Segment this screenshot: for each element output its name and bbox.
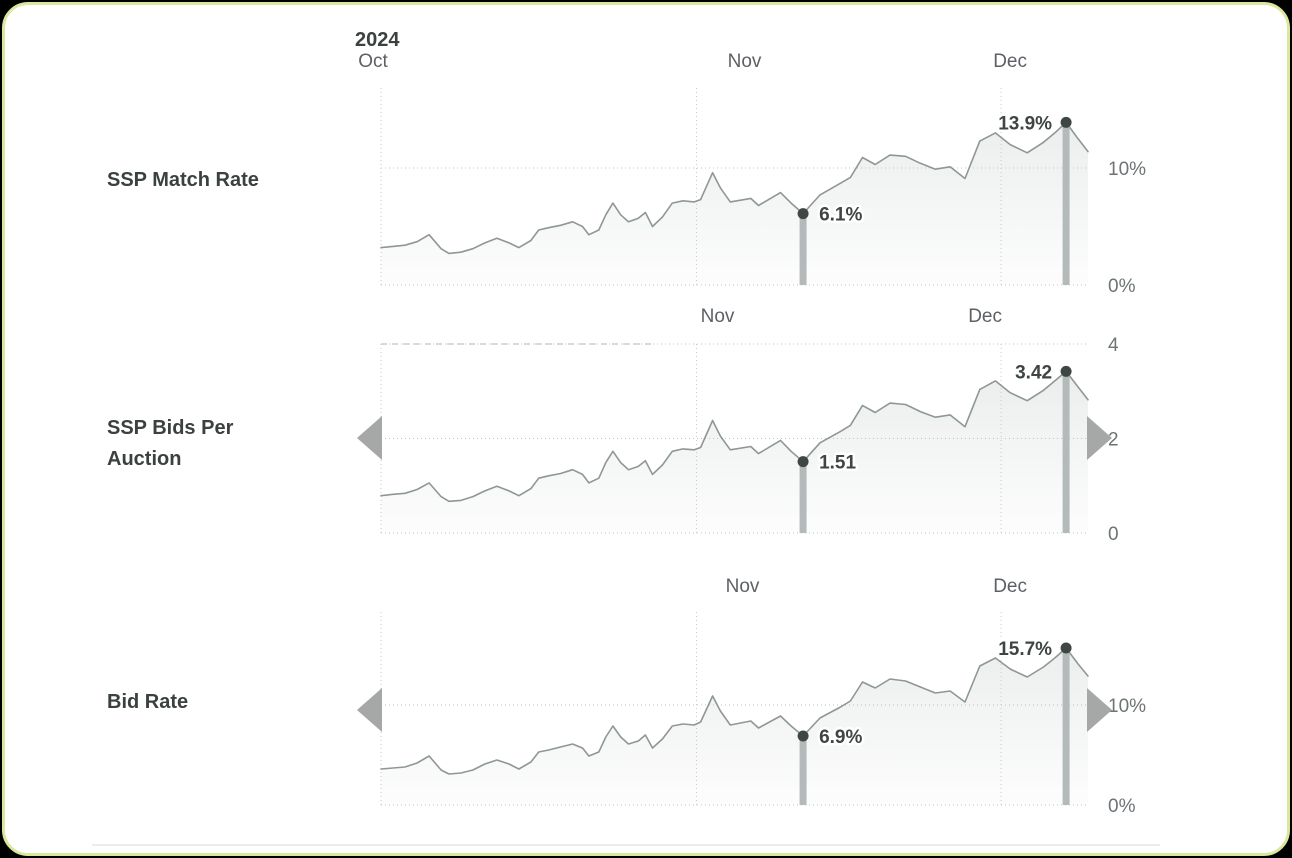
y-tick-label: 10%	[1108, 159, 1146, 180]
y-tick-label: 10%	[1108, 696, 1146, 717]
chart-title-ssp-bids-per-auction: SSP Bids Per Auction	[107, 417, 234, 470]
x-tick-label-dec: Dec	[993, 51, 1027, 72]
marker-value-label: 6.9%	[819, 727, 862, 748]
chart-title-ssp-match-rate: SSP Match Rate	[107, 169, 259, 191]
chart-plot-area[interactable]	[381, 612, 1088, 805]
chart-ssp-match-rate: 6.1% 13.9% Oct Nov Dec 2024 10% 0%	[355, 29, 1146, 297]
marker-highlight-bar	[1062, 371, 1070, 533]
series-line	[380, 121, 1089, 255]
chart-bid-rate: 6.9% 15.7% Nov Dec 10% 0%	[357, 576, 1146, 817]
y-tick-label: 0	[1108, 524, 1119, 545]
data-point-marker[interactable]	[1060, 365, 1072, 377]
x-tick-label-nov: Nov	[726, 576, 760, 597]
series-line	[380, 647, 1089, 775]
data-point-marker[interactable]	[1060, 642, 1072, 654]
bottom-divider	[92, 844, 1160, 846]
marker-value-label: 13.9%	[998, 113, 1052, 134]
data-point-marker[interactable]	[797, 208, 809, 220]
y-tick-label: 0%	[1108, 276, 1136, 297]
marker-value-label: 1.51	[819, 453, 856, 474]
x-tick-label-oct: Oct	[358, 51, 388, 72]
marker-highlight-bar	[799, 213, 807, 285]
x-tick-label-dec: Dec	[993, 576, 1027, 597]
scroll-right-arrow[interactable]	[1087, 416, 1112, 460]
y-tick-label: 4	[1108, 335, 1119, 356]
y-tick-label: 0%	[1108, 796, 1136, 817]
chart-plot-area[interactable]	[381, 344, 1088, 533]
y-tick-label: 2	[1108, 430, 1119, 451]
series-area-fill	[381, 648, 1088, 805]
scroll-right-arrow[interactable]	[1087, 688, 1112, 732]
series-line	[380, 370, 1089, 503]
x-tick-label-nov: Nov	[701, 306, 735, 327]
marker-highlight-bar	[1062, 122, 1070, 285]
marker-highlight-bar	[799, 736, 807, 805]
data-point-marker[interactable]	[797, 730, 809, 742]
chart-plot-area[interactable]	[381, 88, 1088, 285]
scroll-left-arrow[interactable]	[357, 416, 382, 460]
marker-value-label: 15.7%	[998, 639, 1052, 660]
year-label: 2024	[355, 29, 400, 51]
chart-ssp-bids-per-auction: 1.51 3.42 Nov Dec 4 2 0	[357, 306, 1119, 545]
marker-value-label: 3.42	[1015, 362, 1052, 383]
data-point-marker[interactable]	[1060, 116, 1072, 128]
scroll-left-arrow[interactable]	[357, 688, 382, 732]
x-tick-label-dec: Dec	[968, 306, 1002, 327]
series-area-fill	[381, 122, 1088, 286]
x-tick-label-nov: Nov	[728, 51, 762, 72]
marker-highlight-bar	[1062, 648, 1070, 805]
marker-highlight-bar	[799, 461, 807, 533]
data-point-marker[interactable]	[797, 456, 809, 468]
marker-value-label: 6.1%	[819, 205, 862, 226]
chart-title-bid-rate: Bid Rate	[107, 691, 189, 713]
series-area-fill	[381, 371, 1088, 533]
